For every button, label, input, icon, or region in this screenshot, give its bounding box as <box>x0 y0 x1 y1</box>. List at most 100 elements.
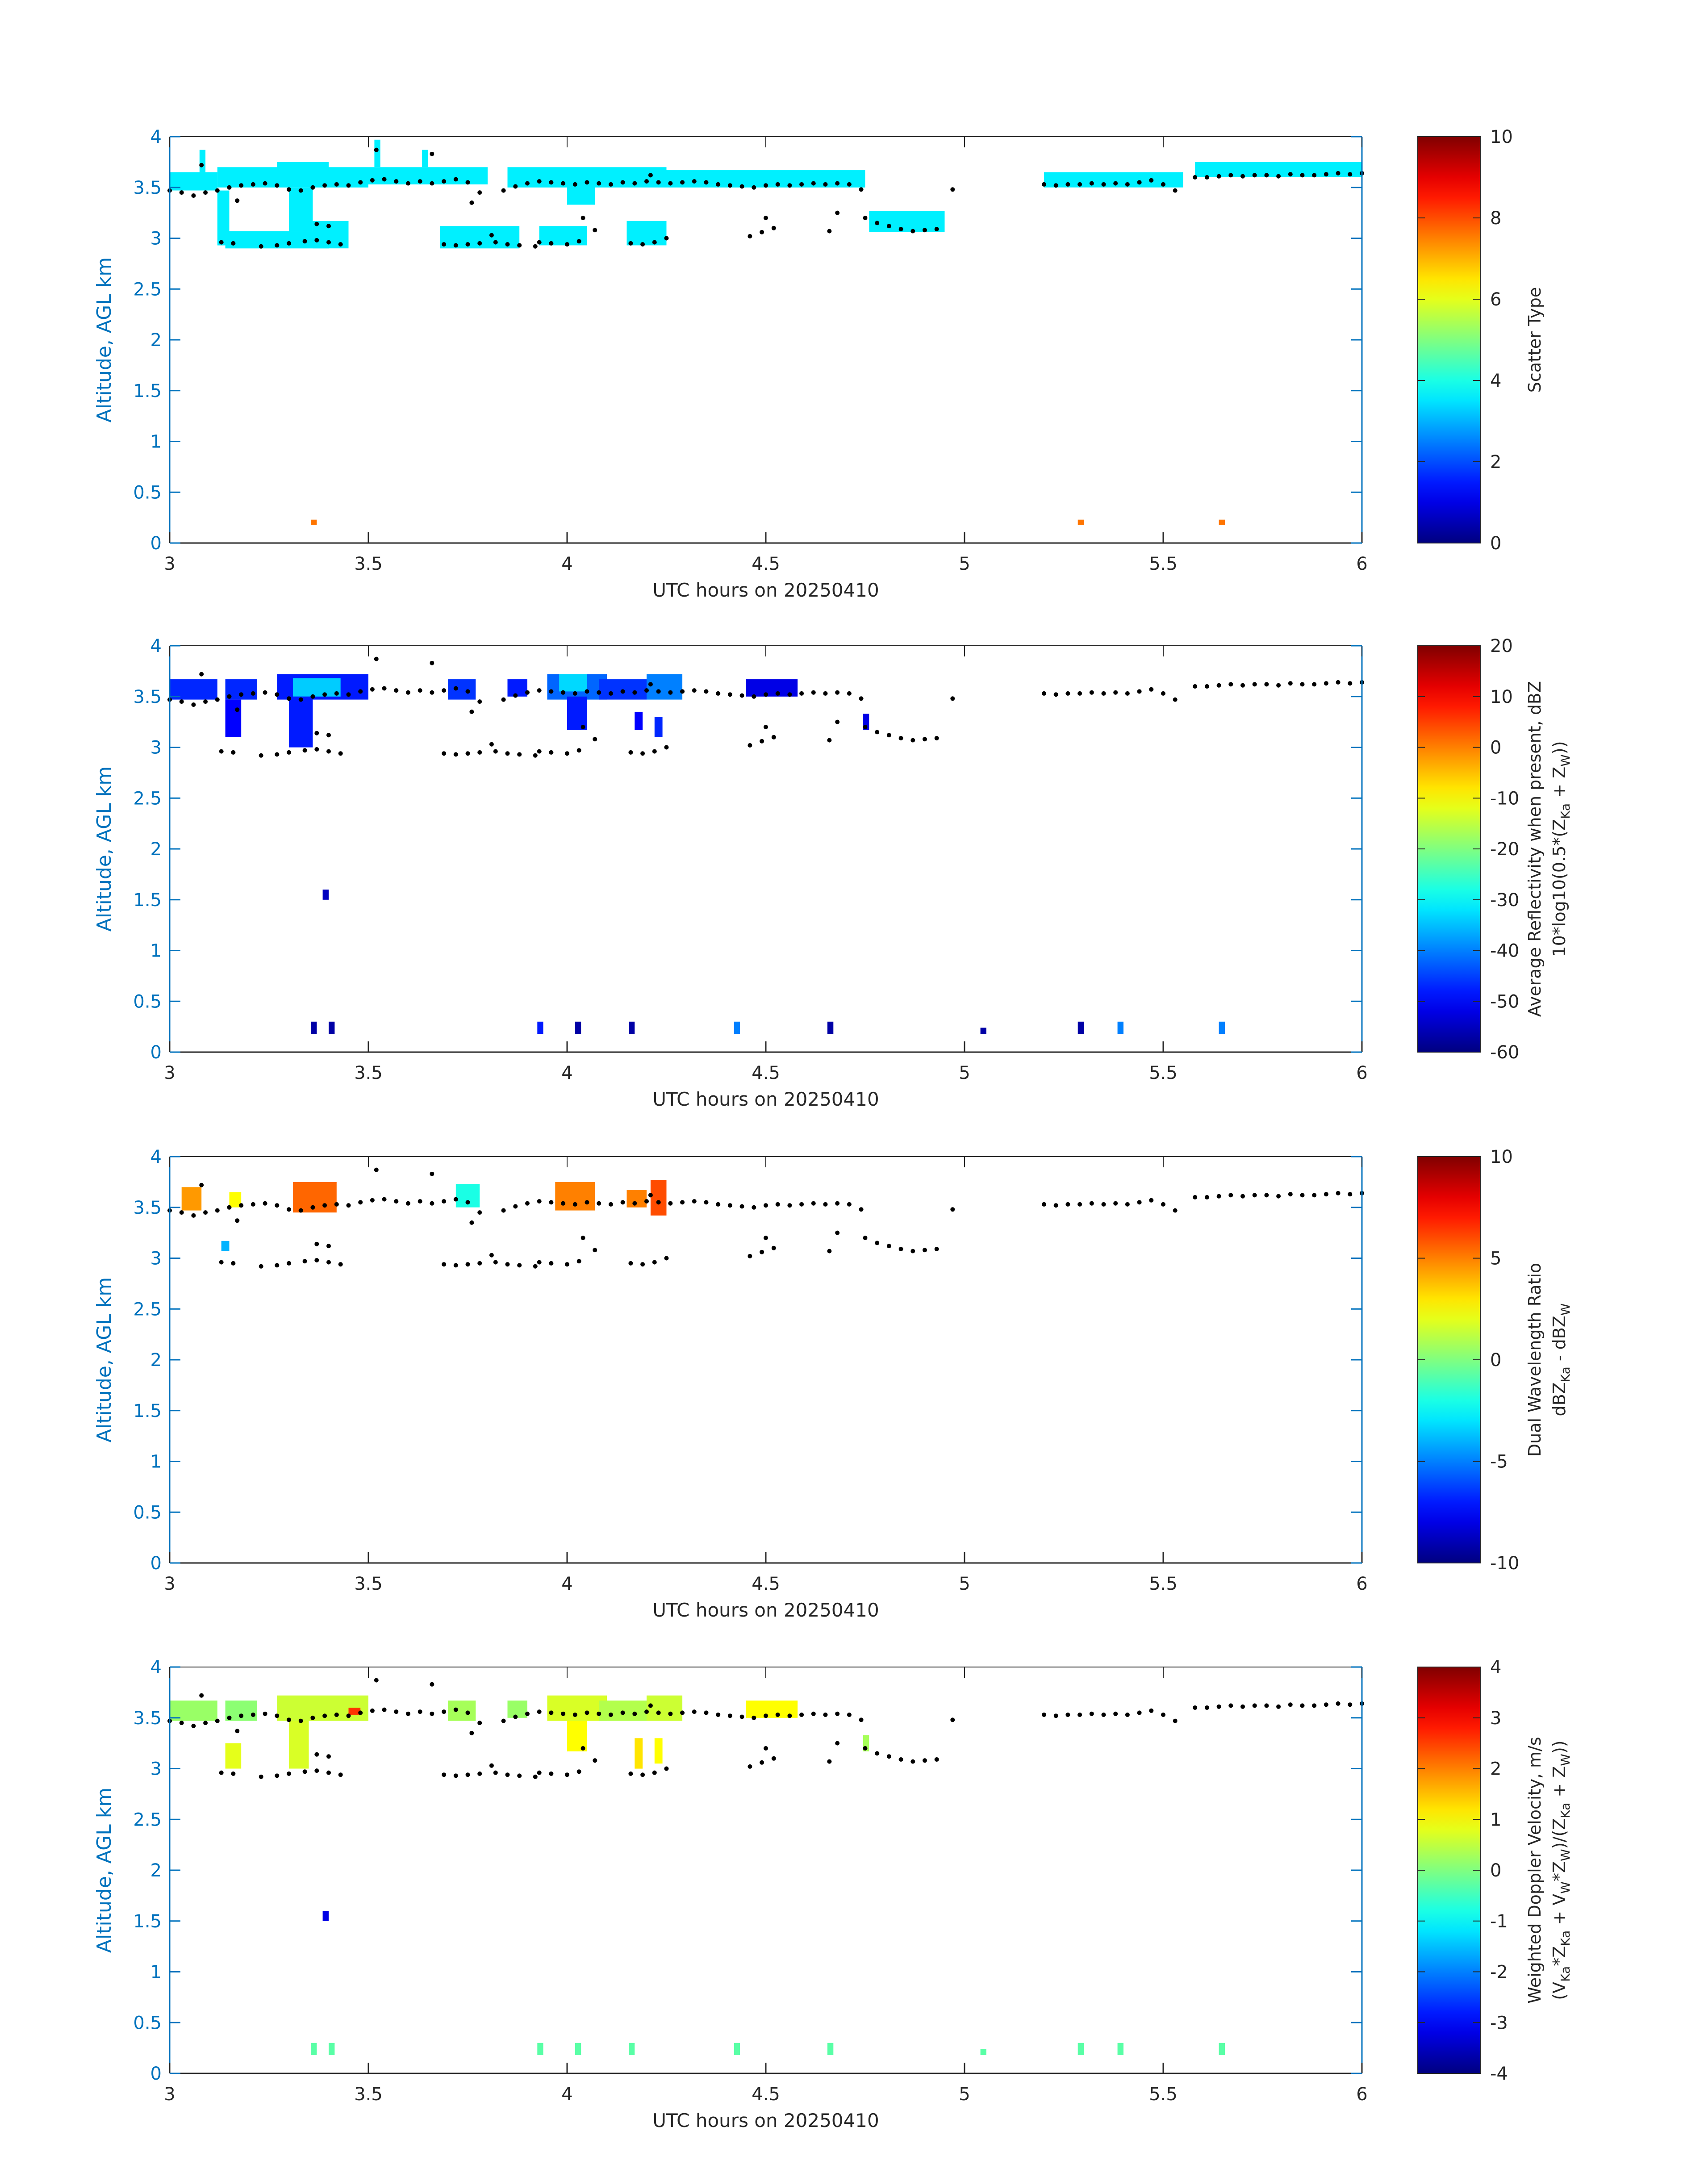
cloud-base-dot <box>203 190 208 195</box>
subscript: W <box>1558 754 1573 767</box>
cloud-base-dot <box>275 1263 280 1268</box>
cloud-base-dot <box>406 1201 410 1206</box>
cloud-base-dot <box>203 1721 208 1726</box>
heatmap-cell <box>289 1721 309 1769</box>
cloud-base-dot <box>505 242 510 247</box>
cloud-base-dot <box>632 1711 637 1716</box>
cloud-base-dot <box>338 1772 343 1777</box>
cloud-base-dot <box>501 1718 506 1723</box>
cloud-base-dot <box>310 1205 315 1210</box>
cloud-base-dot <box>1288 1192 1293 1197</box>
cloud-base-dot <box>259 1264 263 1269</box>
heatmap-cell <box>221 1241 230 1251</box>
cloud-base-dot <box>442 1709 447 1714</box>
y-tick-label: 2.5 <box>133 279 162 300</box>
cloud-base-dot <box>191 1213 196 1218</box>
cloud-base-dot <box>374 147 379 152</box>
cloud-base-dot <box>764 1236 768 1240</box>
cloud-base-dot <box>680 1200 685 1205</box>
x-ticks: 3 3.5 4 4.5 5 5.5 6 <box>164 1157 1368 1594</box>
cloud-base-dot <box>1125 1712 1130 1717</box>
cloud-base-dot <box>370 1198 375 1203</box>
cloud-base-dot <box>760 230 764 234</box>
cloud-base-dot <box>533 1774 538 1779</box>
colorbar-tick-label: 2 <box>1490 1759 1501 1780</box>
formula-part: )) <box>1549 1740 1569 1754</box>
cloud-base-dot <box>739 1204 744 1209</box>
y-tick-label: 1 <box>150 941 162 961</box>
cloud-base-dot <box>565 1262 569 1267</box>
cloud-base-dot <box>263 690 267 695</box>
cloud-base-dot <box>1216 1704 1221 1709</box>
cloud-base-dot <box>847 1202 852 1207</box>
formula-part: + Z <box>1549 1766 1569 1803</box>
cloud-base-dot <box>179 1210 184 1215</box>
cloud-base-dot <box>1288 681 1293 686</box>
cloud-base-dot <box>406 181 410 186</box>
cloud-base-dot <box>517 752 522 757</box>
cloud-base-dot <box>1312 682 1317 687</box>
heatmap-cell <box>1117 2043 1123 2056</box>
cloud-base-dot <box>442 179 447 184</box>
cloud-base-dot <box>1173 1208 1178 1213</box>
colorbar-tick-label: 0 <box>1490 738 1501 758</box>
cloud-base-dot <box>453 177 458 182</box>
cloud-base-dot <box>430 660 434 665</box>
cloud-base-dot <box>1089 181 1094 186</box>
cloud-base-dot <box>608 182 613 187</box>
cloud-base-dot <box>1324 1702 1328 1707</box>
colorbar: -60 -50 -40 -30 -20 -10 0 10 20 Average Reflectiv… <box>1417 636 1573 1063</box>
cloud-base-dot <box>1065 182 1070 187</box>
cloud-base-dot <box>1252 1703 1257 1708</box>
cloud-base-dot <box>597 1201 601 1206</box>
heatmap-cell <box>575 2043 581 2056</box>
cloud-base-dots <box>167 656 1364 758</box>
heatmap-cell <box>980 2049 986 2056</box>
cloud-base-dot <box>692 688 697 693</box>
cloud-base-dot <box>875 1751 880 1756</box>
panel-1: 3 3.5 4 4.5 5 5.5 6 0 0.5 1 1.5 2 2.5 3 3.5 4 UTC hours … <box>93 127 1545 601</box>
y-tick-label: 1 <box>150 1962 162 1983</box>
cloud-base-dot <box>1125 691 1130 696</box>
cloud-base-dot <box>572 691 577 696</box>
cloud-base-dot <box>394 688 399 693</box>
cloud-base-dot <box>704 1710 709 1715</box>
cloud-base-dot <box>752 694 756 699</box>
cloud-base-dot <box>1125 1202 1130 1207</box>
cloud-base-dot <box>1228 173 1233 178</box>
cloud-base-dot <box>513 693 518 698</box>
heatmap-cell <box>311 2043 317 2056</box>
cloud-base-dot <box>640 242 645 247</box>
heatmap-cell <box>311 519 317 525</box>
cloud-base-dot <box>314 1258 319 1263</box>
cloud-base-dot <box>493 749 498 754</box>
cloud-base-dot <box>950 1717 955 1722</box>
cloud-base-dot <box>1348 681 1353 686</box>
cloud-base-dot <box>640 1772 645 1777</box>
colorbar-tick-label: 4 <box>1490 371 1501 391</box>
cloud-base-dot <box>287 1261 291 1266</box>
cloud-base-dot <box>179 699 184 704</box>
cloud-base-dot <box>302 1259 307 1264</box>
cloud-base-dot <box>489 742 494 747</box>
cloud-base-dot <box>287 1717 291 1722</box>
heatmap-cell <box>329 2043 335 2056</box>
cloud-base-dot <box>863 216 868 220</box>
cloud-base-dot <box>608 1712 613 1717</box>
cloud-base-dot <box>847 1712 852 1717</box>
cloud-base-dot <box>847 182 852 187</box>
cloud-base-dot <box>608 1202 613 1207</box>
y-tick-label: 0 <box>150 533 162 554</box>
cloud-base-dot <box>664 1766 669 1771</box>
cloud-base-dot <box>537 1709 542 1714</box>
cloud-base-dot <box>537 688 542 693</box>
cloud-base-dot <box>346 183 351 188</box>
cloud-base-dot <box>302 239 307 244</box>
cloud-base-dot <box>477 1771 482 1776</box>
y-ticks: 0 0.5 1 1.5 2 2.5 3 3.5 4 <box>133 1147 1362 1574</box>
heatmap-cell <box>329 1021 335 1034</box>
x-axis-label: UTC hours on 20250410 <box>652 2110 879 2131</box>
x-tick-label: 5.5 <box>1149 554 1178 574</box>
cloud-base-dot <box>537 749 542 754</box>
cloud-base-dot <box>537 1260 542 1265</box>
